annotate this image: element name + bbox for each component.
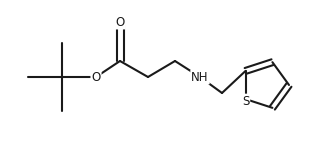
Text: S: S xyxy=(242,95,249,108)
Text: O: O xyxy=(115,15,125,28)
Text: NH: NH xyxy=(191,71,209,84)
Text: O: O xyxy=(91,71,101,84)
